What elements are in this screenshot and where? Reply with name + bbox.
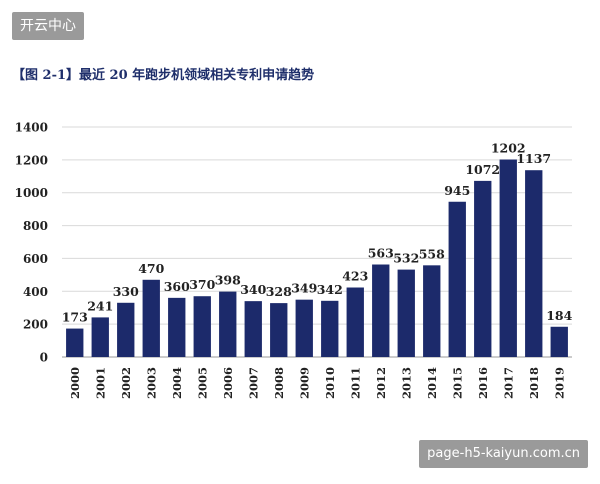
bar-2006 — [219, 291, 237, 357]
data-label: 563 — [368, 246, 394, 261]
data-label: 470 — [138, 261, 164, 276]
top-watermark-badge: 开云中心 — [12, 12, 84, 40]
bar-2004 — [168, 297, 186, 357]
data-label: 328 — [266, 284, 292, 299]
x-tick-label: 2013 — [399, 367, 413, 399]
data-label: 1202 — [491, 141, 526, 156]
x-tick-label: 2014 — [425, 367, 439, 399]
y-tick-label: 1400 — [15, 121, 48, 135]
data-label: 330 — [113, 284, 139, 299]
data-label: 342 — [317, 282, 343, 297]
bar-2009 — [295, 299, 313, 357]
x-tick-label: 2003 — [144, 367, 158, 399]
data-label: 1072 — [465, 162, 500, 177]
bar-2013 — [397, 269, 415, 357]
bar-2003 — [142, 279, 160, 357]
x-tick-label: 2012 — [374, 367, 388, 399]
x-tick-label: 2011 — [348, 367, 362, 399]
bar-2010 — [321, 300, 339, 357]
data-label: 423 — [342, 269, 368, 284]
data-label: 945 — [444, 183, 470, 198]
data-label: 532 — [393, 251, 419, 266]
bar-2007 — [244, 301, 262, 357]
y-tick-label: 600 — [23, 252, 48, 266]
bar-2017 — [499, 159, 517, 357]
chart-title: 【图 2-1】最近 20 年跑步机领域相关专利申请趋势 — [12, 68, 315, 83]
data-label: 173 — [62, 310, 88, 325]
bar-2018 — [525, 170, 543, 357]
data-label: 349 — [291, 281, 317, 296]
x-tick-label: 2008 — [272, 367, 286, 399]
bar-2005 — [193, 296, 211, 357]
bar-2019 — [550, 326, 568, 357]
x-tick-label: 2005 — [195, 367, 209, 399]
data-label: 1137 — [516, 151, 551, 166]
bar-2014 — [423, 265, 441, 357]
bottom-watermark-badge: page-h5-kaiyun.com.cn — [419, 440, 588, 468]
data-label: 558 — [419, 246, 445, 261]
bar-2000 — [66, 328, 84, 357]
data-label: 398 — [215, 273, 241, 288]
x-tick-label: 2016 — [476, 367, 490, 399]
bar-2015 — [448, 201, 466, 357]
x-tick-label: 2006 — [221, 367, 235, 399]
bar-2008 — [270, 303, 288, 357]
x-tick-label: 2004 — [170, 367, 184, 399]
x-tick-label: 2015 — [450, 367, 464, 399]
y-tick-label: 200 — [23, 318, 48, 332]
y-tick-label: 400 — [23, 285, 48, 299]
y-tick-label: 1000 — [15, 186, 48, 200]
data-label: 370 — [189, 277, 215, 292]
data-label: 184 — [546, 308, 572, 323]
x-tick-label: 2010 — [323, 367, 337, 399]
y-tick-label: 0 — [40, 351, 48, 365]
x-tick-label: 2002 — [119, 367, 133, 399]
x-tick-label: 2001 — [93, 367, 107, 399]
bar-2012 — [372, 264, 390, 357]
bar-2002 — [117, 302, 135, 357]
data-label: 340 — [240, 282, 266, 297]
x-tick-label: 2019 — [552, 367, 566, 399]
bar-2001 — [91, 317, 109, 357]
x-tick-label: 2018 — [527, 367, 541, 399]
y-tick-label: 800 — [23, 219, 48, 233]
data-label: 360 — [164, 279, 190, 294]
data-label: 241 — [87, 298, 113, 313]
y-tick-label: 1200 — [15, 153, 48, 167]
x-tick-label: 2000 — [68, 367, 82, 399]
bar-2011 — [346, 287, 364, 357]
x-tick-label: 2017 — [501, 367, 515, 399]
x-tick-label: 2009 — [297, 367, 311, 399]
bar-2016 — [474, 180, 492, 357]
x-tick-label: 2007 — [246, 367, 260, 399]
